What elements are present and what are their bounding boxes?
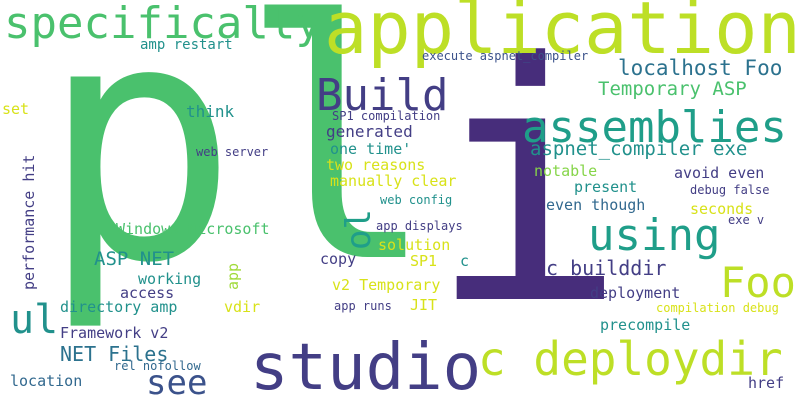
word-app-runs: app runs (334, 299, 392, 313)
word-performance-hit: performance hit (20, 154, 38, 290)
word-c-builddir: c builddir (546, 256, 667, 280)
word-seconds: seconds (690, 200, 754, 218)
word-app: app (224, 262, 242, 290)
word-using: using (588, 210, 721, 261)
word-working: working (138, 270, 202, 288)
word-href: href (748, 374, 785, 392)
word-asp-net: ASP NET (94, 248, 175, 270)
word-avoid-even: avoid even (674, 164, 765, 182)
word-studio: studio (250, 331, 482, 400)
word-manually-clear: manually clear (330, 172, 457, 190)
word-app-displays: app displays (376, 219, 463, 233)
word-amp-restart: amp restart (140, 37, 233, 53)
word-ul: ul (10, 297, 59, 343)
word-v2-temporary: v2 Temporary (332, 276, 441, 294)
word-location: location (10, 372, 83, 390)
word-compilation-debug: compilation debug (656, 301, 779, 315)
word-aspnet-compiler-exe: aspnet_compiler exe (530, 138, 748, 160)
word-see: see (146, 363, 208, 400)
word-precompile: precompile (600, 316, 691, 334)
word-net-files: NET Files (60, 342, 169, 366)
word-localhost-foo: localhost Foo (618, 56, 783, 80)
word-sp1: SP1 (410, 252, 438, 270)
word-exe-v: exe v (728, 213, 765, 227)
word-even-though: even though (546, 196, 646, 214)
word-specifically: specifically (4, 0, 322, 49)
word-temporary-asp: Temporary ASP (598, 78, 747, 100)
word-c-deploydir: c deploydir (478, 332, 783, 386)
word-rel-nofollow: rel nofollow (114, 359, 201, 373)
word-copy: copy (320, 250, 357, 268)
word-windows-microsoft: Windows Microsoft (116, 220, 270, 238)
word-web-server: web server (196, 145, 269, 159)
word-generated: generated (326, 122, 413, 141)
word-vdir: vdir (224, 298, 261, 316)
word-sp1-compilation: SP1 compilation (332, 109, 441, 123)
word-one-time: one time' (330, 140, 412, 158)
word-debug-false: debug false (690, 183, 770, 197)
word-deployment: deployment (590, 284, 681, 302)
word-present: present (574, 178, 638, 196)
word-foo: Foo (720, 258, 796, 307)
word-notable: notable (534, 162, 598, 180)
word-assemblies: assemblies (522, 102, 787, 153)
word-execute-aspnet-compiler: execute aspnet_compiler (422, 49, 589, 63)
word-c: c (460, 252, 470, 270)
word-build: Build (316, 70, 449, 121)
word-two-reasons: two reasons (326, 156, 426, 174)
word-ol: ol (339, 209, 379, 250)
word-pl: pl (40, 0, 438, 335)
word-i: i (428, 0, 627, 377)
word-framework-v2: Framework v2 (60, 324, 169, 342)
word-directory-amp: directory amp (60, 298, 178, 316)
word-access: access (120, 284, 175, 302)
word-solution: solution (378, 236, 451, 254)
word-web-config: web config (380, 193, 453, 207)
word-set: set (2, 100, 30, 118)
word-think: think (186, 102, 235, 121)
word-jit: JIT (410, 296, 438, 314)
word-application: application (324, 0, 800, 70)
